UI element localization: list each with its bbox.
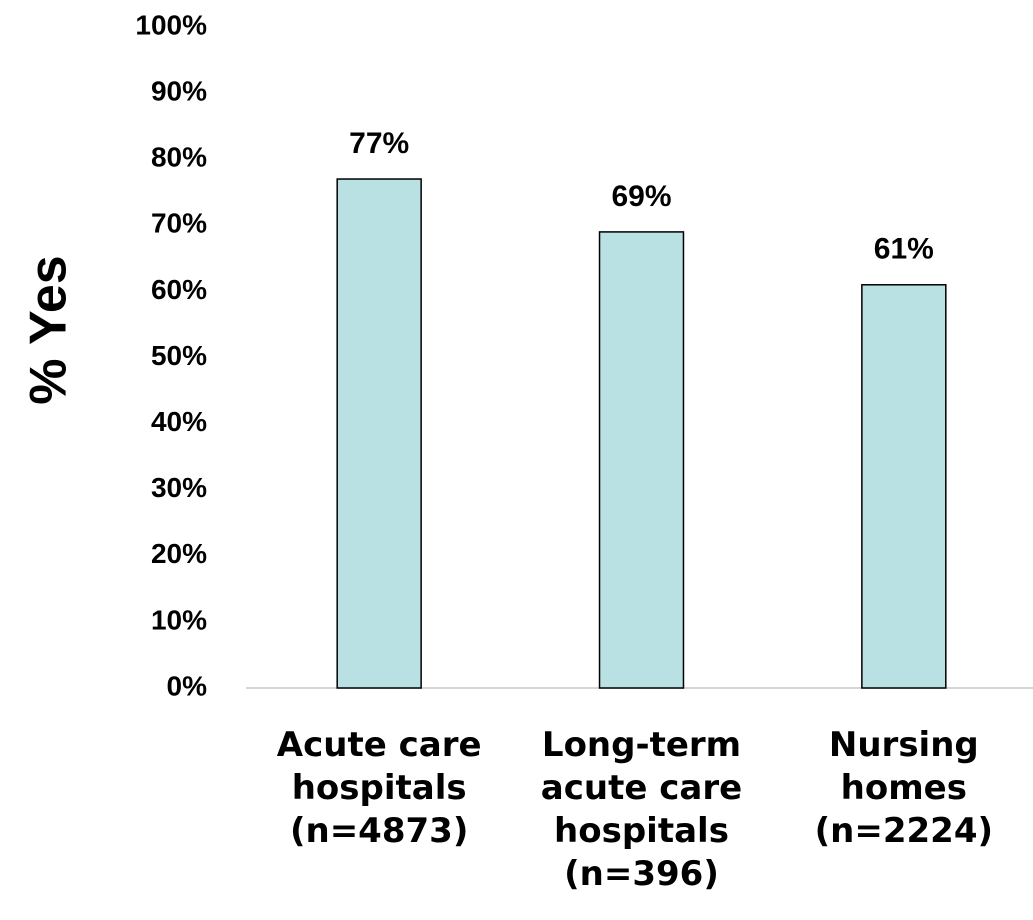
bar (861, 284, 947, 689)
data-label: 77% (349, 127, 409, 160)
y-axis-label: % Yes (20, 255, 78, 404)
y-tick-label: 50% (151, 340, 207, 371)
y-tick-label: 10% (151, 604, 207, 635)
x-tick-label: Acute care hospitals (n=4873) (276, 725, 482, 851)
bar (598, 231, 685, 689)
y-tick-label: 80% (151, 142, 207, 173)
y-tick-label: 30% (151, 472, 207, 503)
y-tick-label: 40% (151, 406, 207, 437)
x-tick-label: Long-term acute care hospitals (n=396) (540, 725, 743, 894)
y-tick-label: 90% (151, 75, 207, 106)
data-label: 61% (874, 233, 934, 266)
y-tick-label: 60% (151, 274, 207, 305)
y-tick-label: 70% (151, 208, 207, 239)
y-tick-label: 0% (167, 670, 208, 701)
y-tick-label: 100% (135, 9, 207, 40)
x-tick-label: Nursing homes (n=2224) (814, 725, 994, 851)
bar (336, 178, 422, 689)
y-tick-label: 20% (151, 538, 207, 569)
data-label: 69% (611, 180, 671, 213)
